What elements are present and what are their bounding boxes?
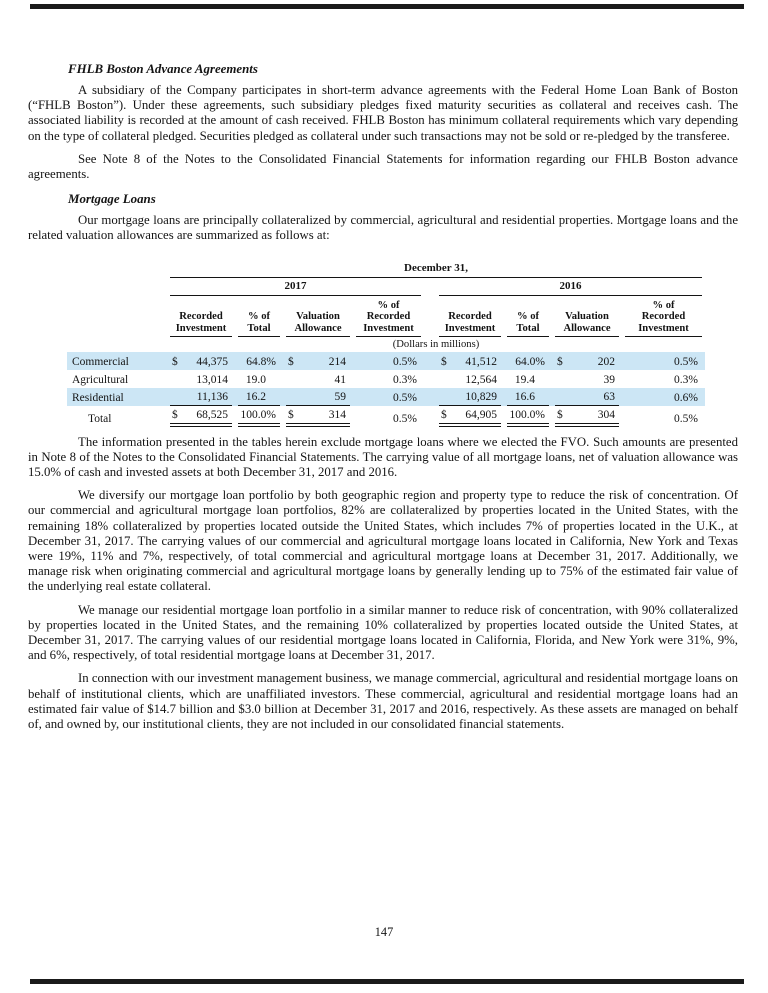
paragraph-fhlb-2: See Note 8 of the Notes to the Consolida… — [28, 151, 738, 182]
page-content: FHLB Boston Advance Agreements A subsidi… — [28, 62, 738, 732]
paragraph-investment-management: In connection with our investment manage… — [28, 671, 738, 732]
cell-value: 0.6% — [674, 391, 698, 404]
cell-value: 314 — [328, 408, 346, 421]
cell-value: 16.6 — [507, 388, 549, 406]
cell-value: 68,525 — [196, 408, 228, 421]
row-label: Total — [88, 412, 112, 425]
dollar-sign: $ — [557, 355, 563, 368]
table-year-row: 2017 2016 — [67, 278, 705, 296]
cell-value: 202 — [597, 355, 615, 368]
paragraph-fvo: The information presented in the tables … — [28, 434, 738, 480]
dollar-sign: $ — [441, 355, 447, 368]
cell-value: 63 — [603, 390, 616, 403]
scan-artifact-top-bar — [30, 4, 744, 9]
year-2016: 2016 — [439, 280, 702, 296]
cell-value: 44,375 — [196, 355, 228, 368]
paragraph-residential: We manage our residential mortgage loan … — [28, 602, 738, 663]
paragraph-diversification: We diversify our mortgage loan portfolio… — [28, 488, 738, 594]
row-label: Commercial — [72, 355, 129, 368]
col-header: % of Recorded Investment — [622, 296, 705, 338]
table-row-agricultural: Agricultural 13,014 19.0 41 0.3% 12,564 … — [67, 370, 705, 388]
year-2017: 2017 — [170, 280, 421, 296]
section-heading-fhlb-boston: FHLB Boston Advance Agreements — [68, 62, 258, 76]
cell-value: 0.3% — [393, 373, 417, 386]
dollar-sign: $ — [172, 408, 178, 421]
table-row-total: Total $68,525 100.0% $314 0.5% $64,905 1… — [67, 406, 705, 427]
scan-artifact-bottom-bar — [30, 979, 744, 984]
dollar-sign: $ — [557, 408, 563, 421]
paragraph-fhlb-1: A subsidiary of the Company participates… — [28, 83, 738, 143]
cell-value: 0.5% — [393, 355, 417, 368]
year-2017-cell: 2017 — [167, 278, 424, 296]
page-number: 147 — [374, 925, 394, 939]
table-title-row: December 31, — [67, 262, 705, 278]
col-header: Valuation Allowance — [283, 296, 353, 338]
cell-value: 41 — [334, 373, 347, 386]
table-title: December 31, — [170, 262, 702, 278]
cell-value: 12,564 — [465, 373, 497, 386]
col-header: % of Total — [504, 296, 552, 338]
cell-value: 10,829 — [465, 390, 497, 403]
cell-value: 0.5% — [393, 412, 417, 425]
col-header: % of Total — [235, 296, 283, 338]
cell-value: 0.3% — [674, 373, 698, 386]
mortgage-loans-table: December 31, 2017 2016 Recorded Investme… — [67, 262, 705, 427]
col-header: Recorded Investment — [167, 296, 235, 338]
cell-value: 19.4 — [514, 373, 535, 386]
dollar-sign: $ — [172, 355, 178, 368]
cell-value: 11,136 — [196, 390, 228, 403]
cell-value: 39 — [603, 373, 616, 386]
cell-value: 64.8% — [246, 355, 276, 368]
cell-value: 100.0% — [238, 406, 280, 427]
cell-value: 0.5% — [674, 355, 698, 368]
col-header: Valuation Allowance — [552, 296, 622, 338]
row-label: Residential — [72, 391, 124, 404]
table-column-header-row: Recorded Investment % of Total Valuation… — [67, 296, 705, 338]
row-label: Agricultural — [72, 373, 129, 386]
col-header: Recorded Investment — [436, 296, 504, 338]
cell-value: 100.0% — [507, 406, 549, 427]
cell-value: 0.5% — [674, 412, 698, 425]
cell-value: 214 — [328, 355, 346, 368]
dollar-sign: $ — [288, 408, 294, 421]
cell-value: 16.2 — [238, 388, 280, 406]
year-2016-cell: 2016 — [436, 278, 705, 296]
cell-value: 13,014 — [196, 373, 228, 386]
table-row-commercial: Commercial $44,375 64.8% $214 0.5% $41,5… — [67, 351, 705, 370]
cell-value: 64.0% — [515, 355, 545, 368]
section-heading-mortgage-loans: Mortgage Loans — [68, 192, 156, 207]
dollar-sign: $ — [288, 355, 294, 368]
cell-value: 41,512 — [465, 355, 497, 368]
col-header: % of Recorded Investment — [353, 296, 424, 338]
dollar-sign: $ — [441, 408, 447, 421]
cell-value: 19.0 — [245, 373, 266, 386]
cell-value: 59 — [334, 390, 347, 403]
cell-value: 64,905 — [465, 408, 497, 421]
cell-value: 304 — [597, 408, 615, 421]
cell-value: 0.5% — [393, 391, 417, 404]
units-note: (Dollars in millions) — [392, 339, 480, 351]
table-row-residential: Residential 11,136 16.2 59 0.5% 10,829 1… — [67, 387, 705, 406]
paragraph-mortgage-intro: Our mortgage loans are principally colla… — [28, 213, 738, 243]
table-title-cell: December 31, — [167, 262, 705, 278]
table-units-row: (Dollars in millions) — [67, 337, 705, 352]
